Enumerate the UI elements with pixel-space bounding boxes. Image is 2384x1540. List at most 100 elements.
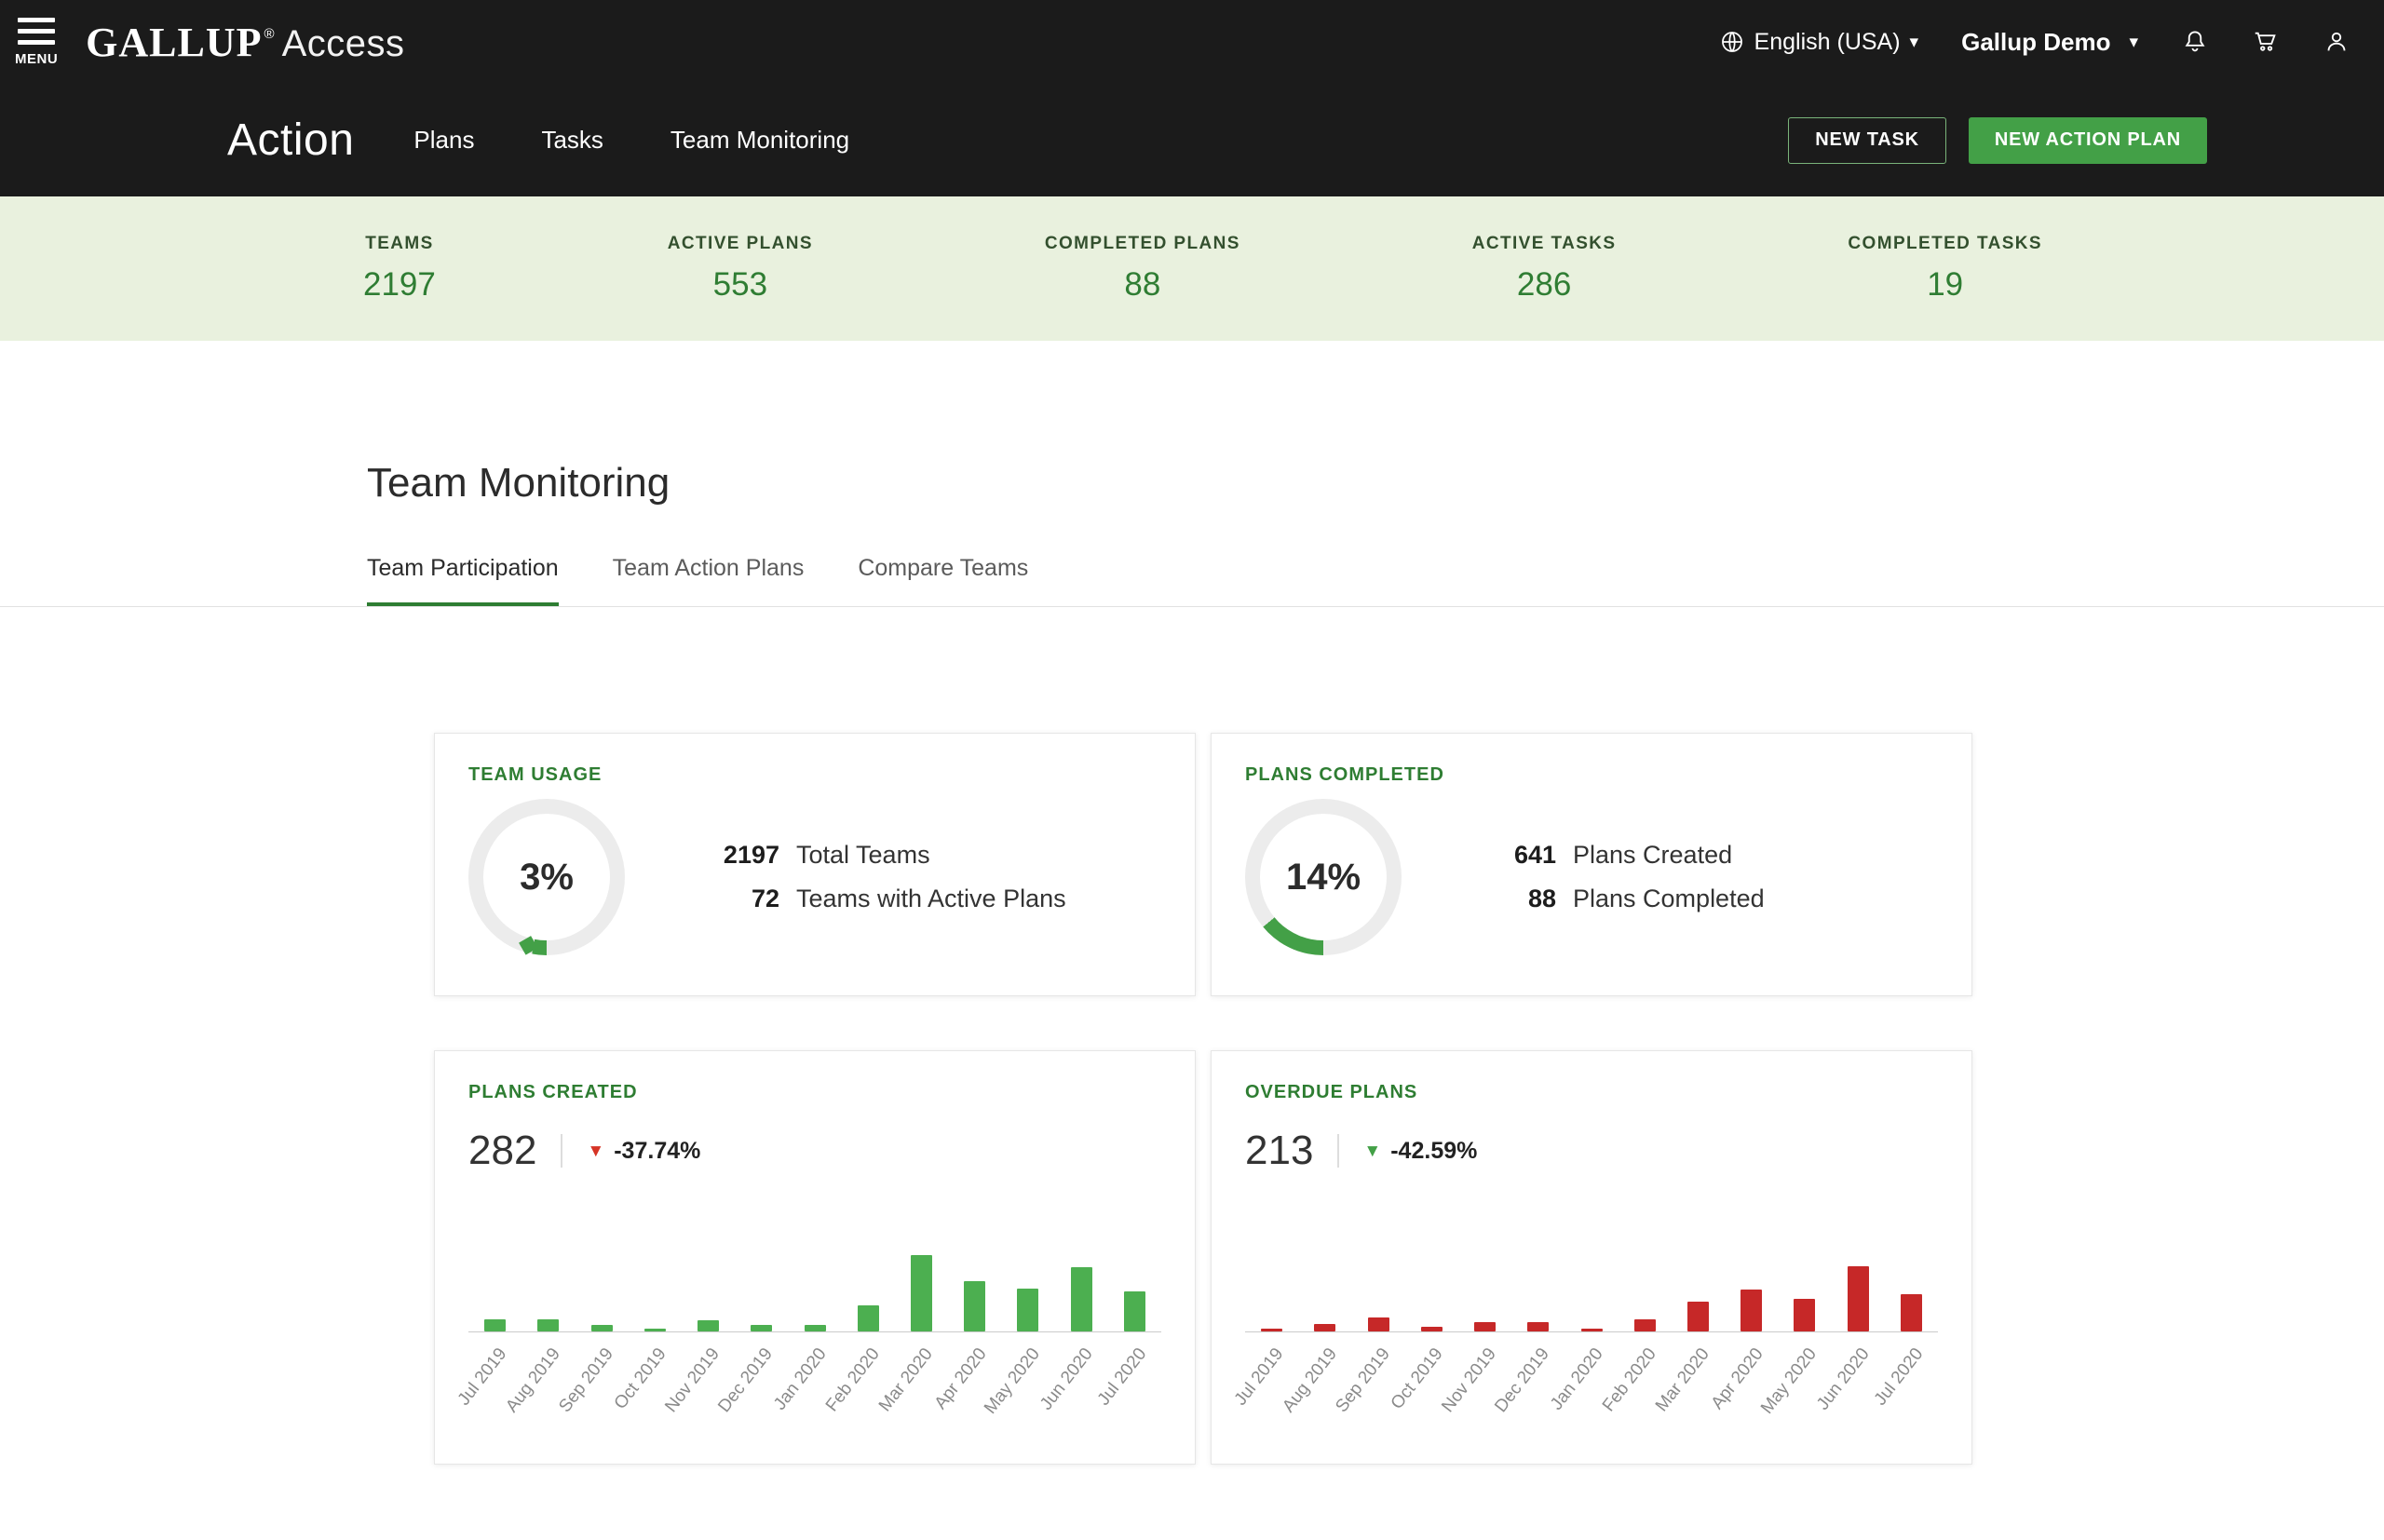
stat-value: 286 <box>1516 266 1572 303</box>
bar <box>751 1325 773 1331</box>
bar <box>964 1281 986 1331</box>
bar-category-label: Jul 2019 <box>1230 1344 1288 1410</box>
bar-slot: Jan 2020 <box>770 1253 841 1414</box>
bar <box>1633 1319 1656 1331</box>
bar <box>1741 1290 1763 1331</box>
stat-label: Teams with Active Plans <box>796 885 1066 912</box>
donut-percent-label: 14% <box>1285 856 1361 898</box>
donut-stats: 641 Plans Created 88 Plans Completed <box>1470 841 1765 913</box>
bar <box>484 1319 507 1331</box>
cart-icon[interactable] <box>2252 28 2280 56</box>
plans-completed-donut-chart: 14% <box>1245 799 1402 955</box>
bar-slot: Apr 2020 <box>930 1253 1001 1413</box>
hamburger-icon <box>18 17 56 45</box>
stat-row: 72 Teams with Active Plans <box>694 885 1066 913</box>
donut-percent-label: 3% <box>520 856 574 898</box>
stat-row: 2197 Total Teams <box>694 841 1066 870</box>
stat-active-plans: ACTIVE PLANS 553 <box>668 234 813 304</box>
new-task-button[interactable]: NEW TASK <box>1788 116 1946 164</box>
main-content: Team Monitoring Team Participation Team A… <box>0 460 2384 1465</box>
tab-team-action-plans[interactable]: Team Action Plans <box>612 555 805 581</box>
stat-teams: TEAMS 2197 <box>363 234 436 304</box>
chevron-down-icon: ▾ <box>2129 32 2138 52</box>
plans-created-card: PLANS CREATED 282 ▼ -37.74% Jul 2019 Aug … <box>434 1050 1196 1465</box>
notifications-bell-icon[interactable] <box>2181 28 2209 56</box>
brand-logo[interactable]: GALLUP ® Access <box>86 19 404 66</box>
trend-down-icon: ▼ <box>587 1141 605 1161</box>
bar-slot: Jul 2019 <box>1230 1253 1298 1410</box>
bar-category-label: Jul 2019 <box>454 1344 511 1410</box>
bar-category-label: Jun 2020 <box>1813 1344 1874 1414</box>
trend: ▼ -37.74% <box>587 1138 700 1165</box>
bar-category-label: Jul 2020 <box>1093 1344 1150 1410</box>
action-bar: Action Plans Tasks Team Monitoring NEW TAS… <box>0 84 2384 196</box>
bar-category-label: Jan 2020 <box>769 1344 831 1414</box>
action-title: Action <box>227 115 355 165</box>
plans-created-bar-chart: Jul 2019 Aug 2019 Sep 2019 Oct 2019 Nov 2019… <box>454 1253 1161 1418</box>
bar-slot: Jun 2020 <box>1813 1253 1885 1414</box>
overdue-plans-card: OVERDUE PLANS 213 ▼ -42.59% Jul 2019 Aug … <box>1211 1050 1972 1465</box>
bar <box>1314 1324 1336 1331</box>
new-action-plan-button[interactable]: NEW ACTION PLAN <box>1968 116 2207 164</box>
bar-slot: Apr 2020 <box>1707 1253 1778 1413</box>
bar <box>590 1325 613 1331</box>
bar <box>1017 1289 1039 1331</box>
bar-slot: Sep 2019 <box>555 1253 628 1416</box>
page-title: Team Monitoring <box>367 460 670 506</box>
tab-compare-teams[interactable]: Compare Teams <box>858 555 1029 581</box>
bar-category-label: Aug 2019 <box>1278 1344 1341 1417</box>
divider <box>561 1134 563 1168</box>
bar-slot: Nov 2019 <box>661 1253 735 1416</box>
bar-slot: May 2020 <box>1757 1253 1831 1418</box>
menu-label: MENU <box>15 50 59 67</box>
bar-category-label: Dec 2019 <box>714 1344 778 1417</box>
action-tab-plans[interactable]: Plans <box>413 126 475 154</box>
bar <box>1123 1291 1145 1331</box>
bar-slot: Aug 2019 <box>502 1253 575 1416</box>
stat-label: ACTIVE PLANS <box>667 234 813 253</box>
menu-button[interactable]: MENU <box>15 17 59 67</box>
stat-active-tasks: ACTIVE TASKS 286 <box>1472 234 1617 304</box>
stat-label: COMPLETED TASKS <box>1848 234 2042 253</box>
stat-row: 641 Plans Created <box>1470 841 1765 870</box>
bar <box>1686 1302 1709 1331</box>
bar <box>1900 1294 1922 1331</box>
account-selector[interactable]: Gallup Demo ▾ <box>1961 28 2138 57</box>
tab-team-participation[interactable]: Team Participation <box>367 555 559 606</box>
bar-slot: Dec 2019 <box>1492 1253 1564 1416</box>
overdue-plans-bar-chart: Jul 2019 Aug 2019 Sep 2019 Oct 2019 Nov 2019… <box>1230 1253 1938 1418</box>
bar-slot: Nov 2019 <box>1438 1253 1511 1416</box>
stat-label: ACTIVE TASKS <box>1471 234 1617 253</box>
bar-slot: Jan 2020 <box>1547 1253 1618 1414</box>
action-tabs: Plans Tasks Team Monitoring <box>413 126 849 155</box>
bar-category-label: Nov 2019 <box>661 1344 725 1417</box>
stat-completed-plans: COMPLETED PLANS 88 <box>1045 234 1240 304</box>
bar-category-label: Jan 2020 <box>1546 1344 1607 1414</box>
divider <box>1337 1134 1340 1168</box>
stat-value: 88 <box>1527 885 1556 912</box>
stat-value: 2197 <box>723 841 779 869</box>
bar <box>1847 1266 1869 1331</box>
stat-label: Plans Completed <box>1573 885 1765 912</box>
user-profile-icon[interactable] <box>2323 28 2350 56</box>
bar-category-label: Nov 2019 <box>1438 1344 1501 1417</box>
headline-row: 213 ▼ -42.59% <box>1245 1128 1938 1174</box>
bar <box>537 1319 560 1331</box>
trend-percent: -37.74% <box>614 1137 701 1164</box>
bar-slot: Oct 2019 <box>611 1253 682 1413</box>
bar <box>1474 1322 1497 1331</box>
stat-label: Plans Created <box>1573 841 1733 869</box>
trend-down-icon: ▼ <box>1363 1141 1382 1161</box>
bar <box>857 1305 879 1331</box>
action-tab-team-monitoring[interactable]: Team Monitoring <box>670 126 850 154</box>
bar-category-label: Sep 2019 <box>1332 1344 1394 1417</box>
donut-wrap: 14% 641 Plans Created 88 Plans Completed <box>1245 799 1938 955</box>
brand-gallup: GALLUP <box>86 19 263 65</box>
trend: ▼ -42.59% <box>1363 1138 1477 1165</box>
account-label: Gallup Demo <box>1961 27 2111 56</box>
action-tab-tasks[interactable]: Tasks <box>541 126 603 154</box>
bar <box>1070 1267 1092 1331</box>
bar <box>1794 1299 1816 1331</box>
bar <box>698 1320 720 1331</box>
language-selector[interactable]: English (USA) ▾ <box>1719 29 1918 56</box>
